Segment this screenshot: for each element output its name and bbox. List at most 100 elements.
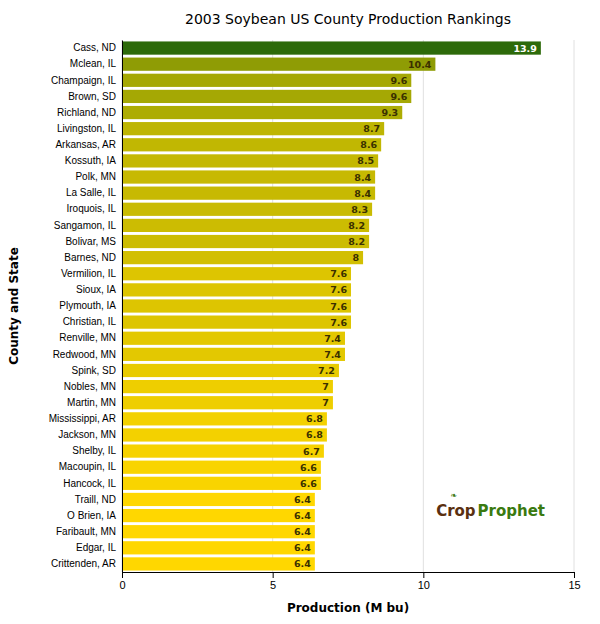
tick: Kossuth, IA xyxy=(65,155,122,166)
bar xyxy=(122,267,351,280)
tick: Redwood, MN xyxy=(53,349,122,360)
tick: Renville, MN xyxy=(59,332,122,343)
tick-label: Champaign, IL xyxy=(51,75,116,86)
bar xyxy=(122,509,315,522)
tick: Macoupin, IL xyxy=(59,461,122,472)
tick: Mississippi, AR xyxy=(49,413,122,424)
tick: O Brien, IA xyxy=(67,510,122,521)
bar xyxy=(122,525,315,538)
tick-label: Sioux, IA xyxy=(76,284,116,295)
data-label: 6.4 xyxy=(294,558,311,569)
tick-mark xyxy=(574,572,575,578)
data-label: 8.6 xyxy=(360,139,377,150)
tick-label: Iroquois, IL xyxy=(67,203,117,214)
tick: 15 xyxy=(568,572,580,591)
bar xyxy=(122,380,333,393)
grid-line xyxy=(122,40,123,572)
data-label: 7.6 xyxy=(330,268,347,279)
tick: Brown, SD xyxy=(68,91,122,102)
bar xyxy=(122,461,321,474)
tick: Nobles, MN xyxy=(64,381,122,392)
tick: Martin, MN xyxy=(67,397,122,408)
bar xyxy=(122,348,345,361)
tick-label: Polk, MN xyxy=(75,171,116,182)
tick-label: Sangamon, IL xyxy=(54,220,117,231)
tick: Spink, SD xyxy=(72,365,122,376)
x-axis: 0 5 10 15 xyxy=(119,572,580,591)
axis-line xyxy=(122,41,123,573)
tick-label: Nobles, MN xyxy=(64,381,116,392)
data-label: 6.4 xyxy=(294,510,311,521)
tick-label: 10 xyxy=(418,579,430,591)
y-axis-title: County and State xyxy=(7,247,21,365)
tick-mark xyxy=(122,572,123,578)
tick-label: Spink, SD xyxy=(72,365,116,376)
bar xyxy=(122,170,375,183)
data-label: 7.6 xyxy=(330,284,347,295)
bar xyxy=(122,428,327,441)
tick: La Salle, IL xyxy=(66,187,122,198)
data-label: 9.6 xyxy=(390,91,407,102)
x-axis-title: Production (M bu) xyxy=(287,601,409,615)
data-label: 6.6 xyxy=(300,462,317,473)
tick-label: Vermilion, IL xyxy=(61,268,116,279)
tick-label: Crittenden, AR xyxy=(51,558,116,569)
tick: Arkansas, AR xyxy=(55,139,122,150)
tick: Bolivar, MS xyxy=(65,236,122,247)
tick: Iroquois, IL xyxy=(67,203,122,214)
tick: Christian, IL xyxy=(63,316,122,327)
tick: Barnes, ND xyxy=(64,252,122,263)
bar xyxy=(122,299,351,312)
grid-line xyxy=(574,40,575,572)
tick-label: Livingston, IL xyxy=(57,123,116,134)
tick-label: Barnes, ND xyxy=(64,252,116,263)
bar xyxy=(122,219,369,232)
data-label: 7.4 xyxy=(324,349,341,360)
bar xyxy=(122,187,375,200)
tick: Livingston, IL xyxy=(57,123,122,134)
annotation: Crop xyxy=(436,502,476,520)
tick: Crittenden, AR xyxy=(51,558,122,569)
tick: 0 xyxy=(119,572,125,591)
tick-label: Jackson, MN xyxy=(58,429,116,440)
annotation: Prophet xyxy=(478,502,545,520)
bar xyxy=(122,364,339,377)
data-label: 8.3 xyxy=(351,204,368,215)
plot-area: 6.46.46.46.46.46.66.66.76.86.8777.27.47.… xyxy=(49,40,581,591)
bar xyxy=(122,541,315,554)
tick-mark xyxy=(423,572,424,578)
tick: Plymouth, IA xyxy=(59,300,122,311)
data-label: 8.2 xyxy=(348,220,365,231)
tick: Mclean, IL xyxy=(70,58,122,69)
tick-label: Cass, ND xyxy=(73,42,116,53)
data-label: 6.8 xyxy=(306,413,323,424)
bar xyxy=(122,412,327,425)
data-label: 8.4 xyxy=(354,188,371,199)
bar xyxy=(122,122,384,135)
data-label: 7 xyxy=(322,381,329,392)
bar xyxy=(122,138,381,151)
data-label: 6.8 xyxy=(306,429,323,440)
bar xyxy=(122,251,363,264)
tick: Sangamon, IL xyxy=(54,220,122,231)
bar xyxy=(122,332,345,345)
bars xyxy=(122,41,541,570)
tick-label: La Salle, IL xyxy=(66,187,116,198)
bar xyxy=(122,106,402,119)
bar xyxy=(122,444,324,457)
watermark: CropProphet❧ xyxy=(436,491,545,520)
data-label: 7.2 xyxy=(318,365,335,376)
data-label: 6.4 xyxy=(294,494,311,505)
data-label: 7.4 xyxy=(324,333,341,344)
tick-label: Edgar, IL xyxy=(76,542,116,553)
tick: 10 xyxy=(418,572,430,591)
tick: Richland, ND xyxy=(57,107,122,118)
tick: Shelby, IL xyxy=(72,445,122,456)
tick-label: 5 xyxy=(270,579,276,591)
data-label: 13.9 xyxy=(513,43,536,54)
tick-label: Martin, MN xyxy=(67,397,116,408)
tick-label: 0 xyxy=(119,579,125,591)
tick: Hancock, IL xyxy=(63,478,122,489)
data-label: 7.6 xyxy=(330,317,347,328)
tick: Faribault, MN xyxy=(56,526,122,537)
